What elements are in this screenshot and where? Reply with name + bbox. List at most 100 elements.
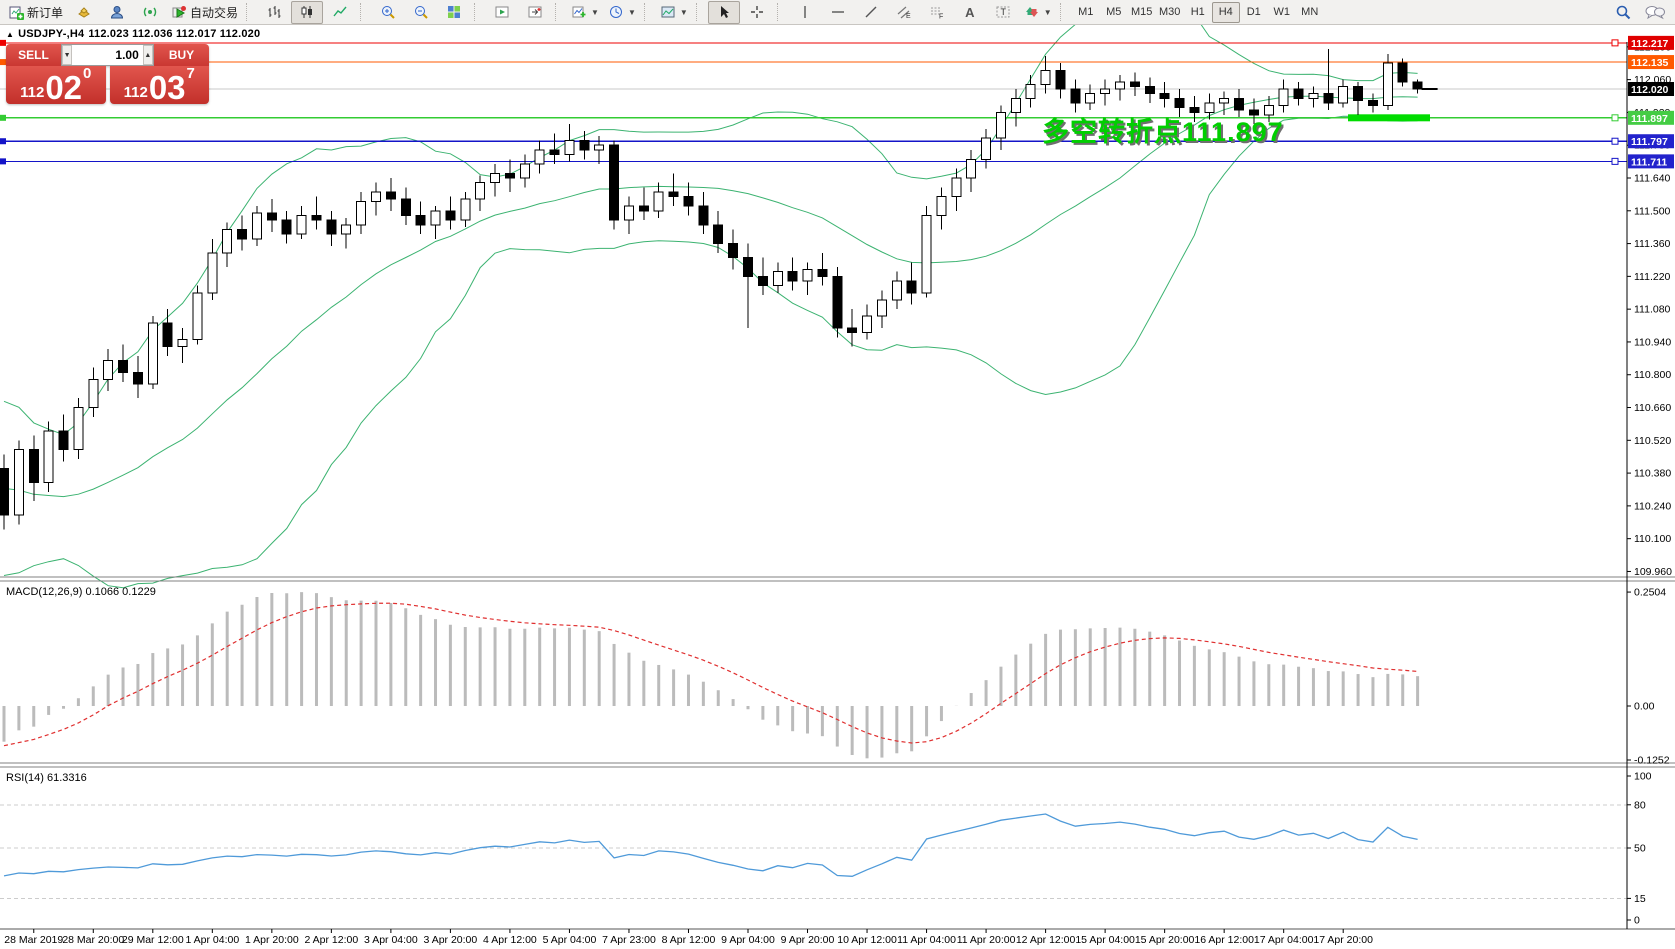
volume-input[interactable] <box>72 45 143 65</box>
candle <box>1323 93 1334 104</box>
bollinger-bands <box>3 0 1418 589</box>
volume-increase-button[interactable]: ▲ <box>142 45 154 65</box>
candlestick-chart-button[interactable] <box>291 0 324 24</box>
candle <box>743 257 753 277</box>
time-axis-label: 9 Apr 04:00 <box>721 934 775 946</box>
fibonacci-button[interactable]: F <box>921 1 953 24</box>
candles <box>0 49 1438 530</box>
svg-text:110.800: 110.800 <box>1634 369 1671 381</box>
candle <box>1293 88 1304 99</box>
chart-shift-button[interactable] <box>519 1 551 24</box>
autotrading-button[interactable]: 自动交易 <box>167 1 242 24</box>
chat-button[interactable] <box>1639 1 1671 24</box>
autotrading-label: 自动交易 <box>190 5 239 20</box>
text-button[interactable]: A <box>954 1 986 24</box>
candle <box>1115 81 1125 90</box>
timeframe-button-m5[interactable]: M5 <box>1106 6 1122 18</box>
timeframe-button-m30[interactable]: M30 <box>1159 6 1181 18</box>
zoom-out-button[interactable] <box>405 1 437 24</box>
candle <box>475 182 486 200</box>
periods-button[interactable]: ▼ <box>604 1 640 24</box>
chart-shift-icon <box>528 6 542 18</box>
volume-decrease-button[interactable]: ▼ <box>62 45 73 65</box>
candle <box>519 163 530 179</box>
time-axis-label: 11 Apr 04:00 <box>897 934 956 946</box>
timeframe-button-w1[interactable]: W1 <box>1273 6 1290 18</box>
bar-chart-button[interactable] <box>258 1 290 24</box>
signals-button[interactable] <box>134 1 166 24</box>
search-button[interactable] <box>1607 1 1639 24</box>
time-axis-label: 29 Mar 12:00 <box>122 934 184 946</box>
timeframe-group: M1 M5 M15 M30 H1 H4 D1 W1 MN <box>1072 1 1324 23</box>
candle <box>936 196 947 216</box>
candle <box>653 191 664 212</box>
timeframe-button-d1[interactable]: D1 <box>1246 6 1261 18</box>
buy-button[interactable]: BUY <box>154 44 209 66</box>
time-axis-label: 12 Apr 12:00 <box>1016 934 1076 946</box>
buy-price-display[interactable]: 112 03 7 <box>109 66 209 104</box>
crosshair-button[interactable] <box>741 1 773 24</box>
text-label-icon: T <box>996 6 1010 18</box>
zoom-in-button[interactable] <box>372 1 404 24</box>
candle <box>192 292 203 341</box>
candle <box>1040 69 1051 85</box>
macd-signal-line <box>3 602 1418 747</box>
svg-text:110.100: 110.100 <box>1634 533 1671 545</box>
collapse-panel-icon[interactable]: ▲ <box>6 29 15 39</box>
line-handle <box>0 158 6 165</box>
toolbar-separator <box>246 3 254 21</box>
horizontal-line-button[interactable] <box>822 1 854 24</box>
time-axis-label: 10 Apr 12:00 <box>837 934 897 946</box>
timeframe-button-m1[interactable]: M1 <box>1078 6 1094 18</box>
line-chart-button[interactable] <box>324 1 356 24</box>
timeframe-button-h4[interactable]: H4 <box>1211 1 1240 23</box>
timeframe-button-h1[interactable]: H1 <box>1190 6 1205 18</box>
tile-windows-button[interactable] <box>438 1 470 24</box>
sell-price-display[interactable]: 112 02 0 <box>6 66 106 104</box>
arrows-button[interactable]: ▼ <box>1020 1 1056 24</box>
new-order-icon <box>9 6 24 20</box>
main-toolbar: 新订单 自动交易 <box>0 0 1675 25</box>
sell-button[interactable]: SELL <box>6 44 61 66</box>
chevron-down-icon: ▼ <box>679 7 688 17</box>
candle <box>995 111 1006 139</box>
candle <box>88 378 99 409</box>
new-order-button[interactable]: 新订单 <box>4 1 67 24</box>
candle <box>713 224 724 245</box>
svg-text:110.660: 110.660 <box>1634 402 1671 414</box>
time-axis-label: 17 Apr 04:00 <box>1254 934 1314 946</box>
candle <box>1263 104 1274 116</box>
sell-price-base: 112 <box>20 84 45 101</box>
candle <box>1189 107 1200 113</box>
pivot-annotation-text: 多空转折点111.897 <box>1042 117 1284 147</box>
chart-symbol-header[interactable]: ▲ USDJPY-,H4 112.023 112.036 112.017 112… <box>6 28 267 40</box>
clock-icon <box>609 6 622 18</box>
candle <box>1248 109 1259 116</box>
text-label-button[interactable]: T <box>987 1 1019 24</box>
vertical-line-button[interactable] <box>789 1 821 24</box>
quotes-button[interactable] <box>68 1 100 24</box>
timeframe-button-m15[interactable]: M15 <box>1131 6 1153 18</box>
candle <box>787 271 798 282</box>
macd-pane <box>2 592 1420 759</box>
auto-scroll-icon <box>495 6 509 18</box>
templates-button[interactable]: ▼ <box>656 1 692 24</box>
channel-button[interactable]: E <box>888 1 920 24</box>
time-axis-label: 17 Apr 20:00 <box>1313 934 1373 946</box>
cursor-button[interactable] <box>707 0 740 24</box>
candle <box>906 280 917 294</box>
rsi-indicator-label: RSI(14) 61.3316 <box>6 772 87 784</box>
candle <box>43 430 54 483</box>
candle <box>534 149 545 165</box>
candle <box>103 360 114 380</box>
indicators-icon <box>572 6 586 18</box>
vertical-line-icon <box>804 6 806 18</box>
community-button[interactable] <box>101 1 133 24</box>
trendline-button[interactable] <box>855 1 887 24</box>
candle <box>1308 93 1319 99</box>
candle <box>1353 86 1364 102</box>
timeframe-button-mn[interactable]: MN <box>1301 6 1319 18</box>
auto-scroll-button[interactable] <box>486 1 518 24</box>
indicators-button[interactable]: ▼ <box>567 1 603 24</box>
